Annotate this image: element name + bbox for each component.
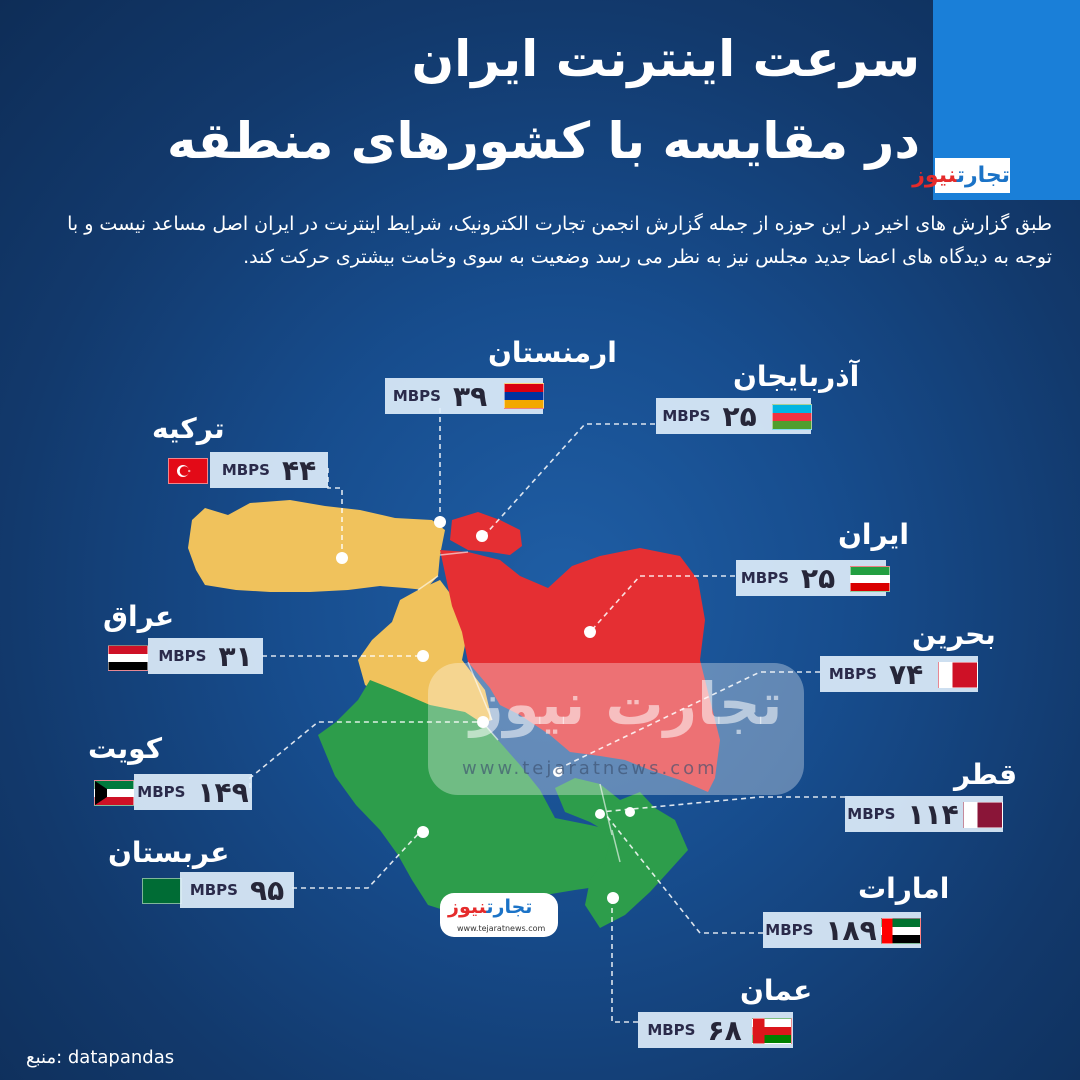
leader-bahrain — [559, 671, 820, 769]
speed-label-saudi: MBPS ۹۵ — [180, 872, 294, 908]
gulf-states-shape — [555, 778, 688, 928]
leader-iran — [589, 575, 735, 633]
country-name-bahrain: بحرین — [912, 618, 996, 651]
country-name-qatar: قطر — [954, 758, 1018, 791]
country-name-kuwait: کویت — [88, 732, 162, 765]
dot-iraq — [417, 650, 429, 662]
watermark-panel — [428, 663, 804, 795]
armenia-flag-icon — [504, 383, 544, 409]
dot-uae — [625, 807, 635, 817]
leader-qatar — [599, 796, 845, 813]
speed-value: ۱۱۴ — [907, 797, 959, 831]
speed-value: ۴۴ — [281, 453, 317, 487]
dot-qatar — [595, 809, 605, 819]
country-name-azerbaijan: آذربایجان — [733, 360, 860, 393]
dot-turkey — [336, 552, 348, 564]
title-line-2: در مقایسه با کشورهای منطقه — [166, 112, 920, 170]
unit: MBPS — [765, 921, 814, 939]
unit: MBPS — [828, 665, 877, 683]
brand-badge — [440, 893, 558, 937]
kuwait-flag-icon — [94, 780, 134, 806]
unit: MBPS — [221, 461, 270, 479]
speed-value: ۳۹ — [452, 379, 488, 413]
badge-url: www.tejaratnews.com — [457, 924, 546, 933]
country-name-saudi: عربستان — [108, 836, 230, 869]
speed-value: ۱۴۹ — [197, 775, 249, 809]
saudi-shape — [318, 680, 620, 912]
unit: MBPS — [137, 783, 186, 801]
speed-label-kuwait: MBPS ۱۴۹ — [134, 774, 252, 810]
dot-bahrain — [553, 767, 563, 777]
iran-shape — [440, 548, 720, 792]
source-credit: منبع: datapandas — [26, 1047, 175, 1068]
iraq-flag-icon — [108, 645, 148, 671]
unit: MBPS — [189, 881, 238, 899]
speed-value: ۹۵ — [249, 873, 285, 907]
dot-kuwait — [477, 716, 489, 728]
unit: MBPS — [392, 387, 441, 405]
country-name-iran: ایران — [838, 518, 910, 551]
country-name-iraq: عراق — [103, 600, 175, 633]
speed-value: ۶۸ — [707, 1013, 742, 1047]
dot-armenia — [434, 516, 446, 528]
saudi-flag-icon — [142, 878, 182, 904]
title-line-1: سرعت اینترنت ایران — [411, 30, 920, 88]
speed-label-turkey: MBPS ۴۴ — [210, 452, 328, 488]
leader-turkey — [327, 468, 343, 555]
watermark-logo: تجارت نیوز — [470, 670, 783, 738]
unit: MBPS — [647, 1021, 696, 1039]
uae-flag-icon — [881, 918, 921, 944]
speed-value: ۲۵ — [722, 399, 757, 433]
dot-saudi — [417, 826, 429, 838]
country-name-turkey: ترکیه — [152, 412, 225, 445]
speed-label-iraq: MBPS ۳۱ — [148, 638, 263, 674]
unit: MBPS — [847, 805, 896, 823]
speed-value: ۲۵ — [800, 561, 836, 595]
speed-value: ۷۴ — [888, 657, 924, 691]
turkey-flag-icon — [168, 458, 208, 484]
turkey-shape — [188, 500, 445, 592]
azerbaijan-flag-icon — [772, 404, 812, 430]
leader-saudi — [292, 831, 421, 889]
country-name-uae: امارات — [858, 872, 950, 905]
oman-flag-icon — [752, 1018, 792, 1044]
watermark-url: www.tejaratnews.com — [462, 758, 718, 779]
iran-flag-icon — [850, 566, 890, 592]
unit: MBPS — [662, 407, 711, 425]
badge-logo: تجارتنیوز — [448, 896, 533, 918]
bahrain-flag-icon — [938, 662, 978, 688]
speed-value: ۱۸۹ — [825, 913, 877, 947]
unit: MBPS — [740, 569, 789, 587]
country-name-oman: عمان — [740, 974, 813, 1007]
leader-azerbaijan — [483, 423, 655, 537]
dot-iran — [584, 626, 596, 638]
dot-azerbaijan — [476, 530, 488, 542]
unit: MBPS — [158, 647, 207, 665]
qatar-flag-icon — [963, 802, 1003, 828]
speed-value: ۳۱ — [218, 639, 253, 673]
leader-uae — [605, 814, 763, 934]
brand-logo: تجارتنیوز — [912, 158, 1010, 193]
country-name-armenia: ارمنستان — [488, 336, 617, 369]
dot-oman — [607, 892, 619, 904]
intro-paragraph: طبق گزارش های اخیر در این حوزه از جمله گ… — [67, 213, 1052, 268]
